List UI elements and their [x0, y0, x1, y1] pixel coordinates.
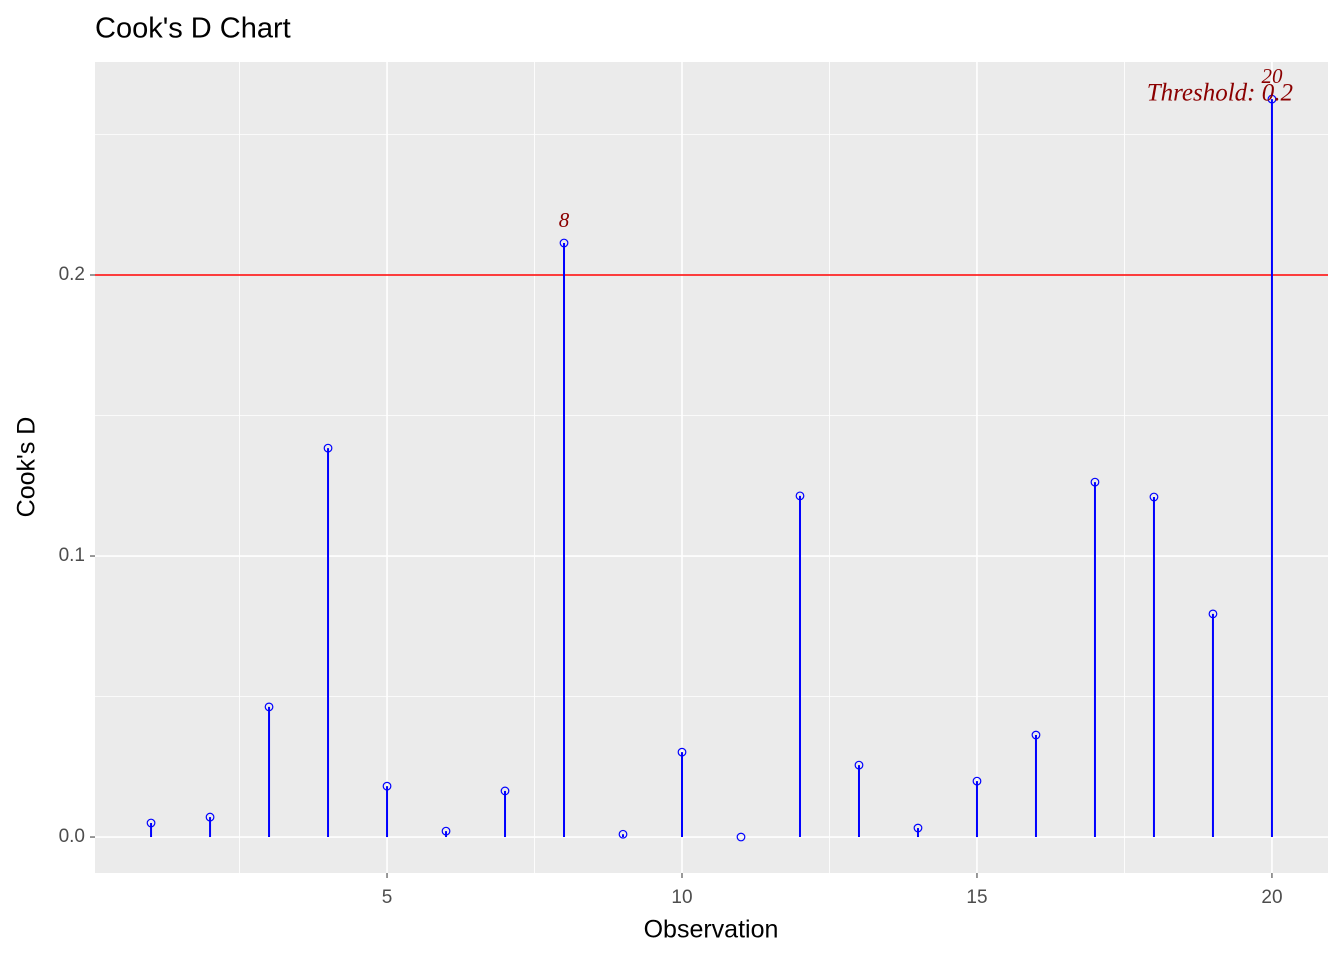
point-label: 8 [559, 208, 570, 232]
point [677, 747, 687, 757]
point [618, 829, 628, 839]
x-tick-label: 10 [671, 887, 692, 908]
x-tick-label: 20 [1261, 887, 1282, 908]
point [1090, 477, 1100, 487]
y-axis-title: Cook's D [13, 417, 41, 518]
point [500, 786, 510, 796]
point-label: 20 [1261, 64, 1283, 88]
x-tick-label: 15 [966, 887, 987, 908]
chart-title: Cook's D Chart [95, 13, 291, 45]
point [972, 776, 982, 786]
point [795, 491, 805, 501]
point [264, 702, 274, 712]
threshold-label: Threshold: 0.2 [1147, 80, 1293, 107]
point [1031, 730, 1041, 740]
point [854, 760, 864, 770]
y-tick-label: 0.2 [59, 264, 85, 285]
point [1208, 609, 1218, 619]
point [559, 238, 569, 248]
point [146, 818, 156, 828]
plot-panel [95, 62, 1328, 873]
x-tick-label: 5 [382, 887, 393, 908]
y-tick-label: 0.0 [59, 826, 85, 847]
point [1267, 94, 1277, 104]
point [205, 812, 215, 822]
point [736, 832, 746, 842]
x-axis-title: Observation [644, 916, 779, 944]
point [1149, 492, 1159, 502]
point [382, 781, 392, 791]
point [441, 826, 451, 836]
point [323, 443, 333, 453]
y-tick-label: 0.1 [59, 545, 85, 566]
point [913, 823, 923, 833]
